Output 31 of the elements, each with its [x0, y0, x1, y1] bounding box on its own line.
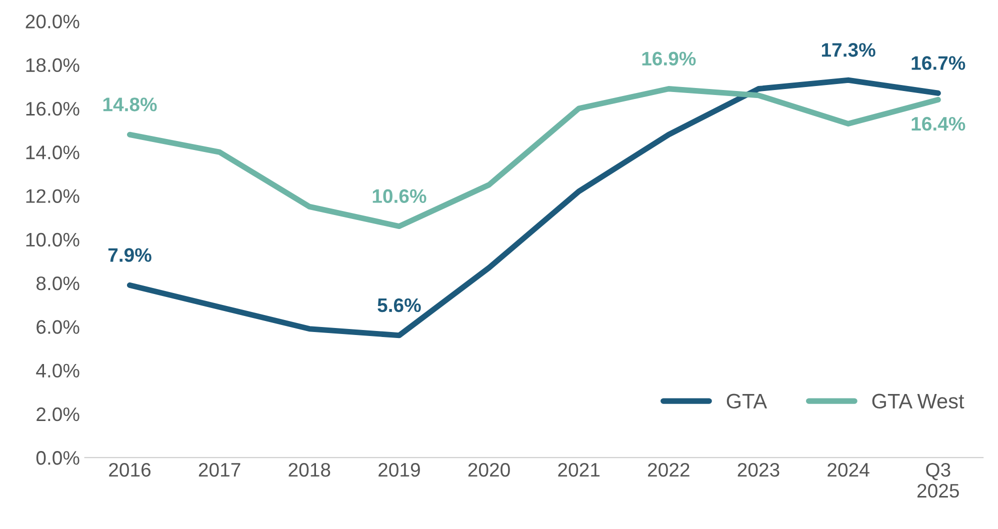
x-tick-label: 2022: [648, 462, 690, 477]
x-tick-label: 2016: [109, 462, 151, 477]
data-label: 16.9%: [642, 52, 696, 66]
x-tick-label: 2021: [558, 462, 600, 477]
y-tick-label: 8.0%: [36, 276, 80, 290]
data-label: 17.3%: [822, 43, 876, 57]
data-label: 16.4%: [912, 116, 966, 131]
x-tick-label: 2018: [288, 462, 330, 477]
x-tick-label: 2017: [198, 462, 240, 477]
y-tick-label: 16.0%: [26, 102, 80, 116]
y-tick-label: 0.0%: [36, 451, 80, 465]
data-label: 16.7%: [912, 56, 966, 70]
legend-label: GTA: [726, 394, 768, 409]
data-label: 5.6%: [378, 298, 421, 312]
x-tick-label: 2020: [468, 462, 510, 477]
data-label: 7.9%: [108, 248, 152, 262]
y-tick-label: 20.0%: [26, 14, 80, 28]
x-tick-label: Q3 2025: [917, 462, 959, 498]
y-tick-label: 14.0%: [26, 146, 80, 160]
y-tick-label: 2.0%: [36, 407, 80, 422]
y-tick-label: 4.0%: [36, 364, 80, 378]
x-tick-label: 2023: [738, 462, 780, 477]
y-tick-label: 6.0%: [36, 320, 80, 334]
x-tick-label: 2024: [828, 462, 870, 477]
legend-label: GTA West: [872, 394, 964, 409]
x-tick-label: 2019: [378, 462, 420, 477]
y-tick-label: 12.0%: [26, 189, 80, 203]
data-label: 10.6%: [372, 189, 426, 203]
data-label: 14.8%: [103, 98, 157, 112]
y-tick-label: 10.0%: [26, 232, 80, 247]
y-tick-label: 18.0%: [26, 58, 80, 72]
